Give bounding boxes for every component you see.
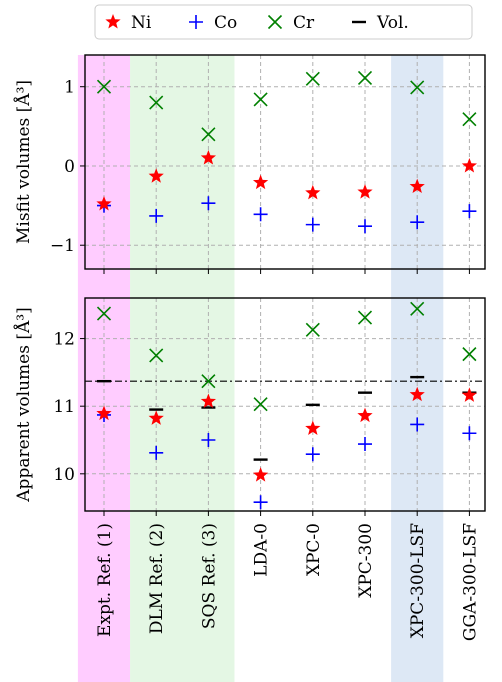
co-legend-marker bbox=[189, 15, 203, 29]
cr-point bbox=[149, 348, 164, 363]
ni-point bbox=[96, 196, 112, 211]
ni-point bbox=[252, 174, 269, 190]
cr-point bbox=[201, 127, 216, 142]
co-point bbox=[305, 447, 320, 462]
y-tick-label: 11 bbox=[53, 397, 75, 417]
x-tick-label: GGA-300-LSF bbox=[460, 523, 480, 641]
cr-point bbox=[305, 71, 320, 86]
co-point bbox=[305, 217, 320, 232]
y-tick-label: 1 bbox=[64, 78, 75, 98]
co-point bbox=[201, 433, 216, 447]
legend-label: Co bbox=[214, 13, 237, 33]
y-tick-label: 0 bbox=[64, 157, 75, 177]
legend-item-cr: Cr bbox=[267, 13, 315, 33]
ni-point bbox=[461, 157, 478, 173]
cr-point bbox=[410, 80, 425, 95]
ni-point bbox=[148, 410, 164, 425]
highlight-bands bbox=[77, 55, 444, 682]
y-axis-label: Misfit volumes [Å³] bbox=[13, 80, 34, 244]
ni-point bbox=[357, 407, 373, 423]
ni-point bbox=[96, 405, 112, 421]
axes: −1 0 1 Misfit volumes [Å³] 10 11 12 Apparent vo… bbox=[13, 54, 486, 641]
legend: Ni Co Cr Vol. bbox=[94, 4, 473, 40]
co-point bbox=[253, 495, 268, 510]
highlight-band bbox=[130, 55, 235, 682]
x-tick-label: SQS Ref. (3) bbox=[199, 523, 219, 629]
cr-point bbox=[253, 92, 268, 107]
legend-item-ni: Ni bbox=[105, 13, 152, 33]
ni-point bbox=[305, 184, 321, 200]
ni-point bbox=[409, 178, 425, 194]
ni-point bbox=[200, 393, 217, 408]
co-point bbox=[253, 207, 268, 222]
co-point bbox=[462, 426, 477, 441]
cr-point bbox=[410, 301, 425, 316]
x-tick-label: Expt. Ref. (1) bbox=[95, 523, 115, 637]
co-point bbox=[149, 445, 164, 460]
legend-label: Cr bbox=[293, 13, 315, 33]
ni-point bbox=[305, 420, 321, 435]
data-marks bbox=[96, 70, 478, 510]
cr-point bbox=[357, 70, 373, 86]
ni-point bbox=[357, 184, 373, 199]
co-point bbox=[410, 215, 425, 230]
ni-point bbox=[409, 386, 425, 402]
co-point bbox=[149, 208, 164, 223]
legend-label: Ni bbox=[131, 13, 152, 33]
cr-legend-marker bbox=[267, 14, 283, 30]
legend-item-vol: Vol. bbox=[352, 13, 409, 33]
cr-point bbox=[201, 374, 216, 389]
co-point bbox=[410, 417, 425, 432]
cr-point bbox=[149, 95, 164, 110]
ni-point bbox=[252, 467, 269, 482]
cr-point bbox=[96, 306, 112, 321]
ni-point bbox=[461, 387, 478, 402]
cr-point bbox=[462, 112, 477, 127]
y-tick-label: 10 bbox=[53, 465, 75, 485]
cr-point bbox=[96, 79, 112, 94]
axes-frame bbox=[84, 54, 486, 270]
y-tick-label: 12 bbox=[53, 330, 75, 350]
legend-item-co: Co bbox=[189, 13, 237, 33]
x-tick-label: DLM Ref. (2) bbox=[147, 523, 167, 634]
x-tick-label: XPC-300 bbox=[356, 523, 376, 598]
ni-point bbox=[200, 150, 217, 165]
cr-point bbox=[253, 397, 268, 412]
co-point bbox=[462, 204, 477, 219]
cr-point bbox=[462, 347, 477, 362]
cr-point bbox=[305, 322, 320, 337]
axes-frame bbox=[84, 297, 486, 512]
x-tick-label: XPC-300-LSF bbox=[408, 523, 428, 638]
x-tick-label: LDA-0 bbox=[252, 523, 272, 577]
ni-point bbox=[148, 168, 164, 183]
co-point bbox=[358, 219, 372, 234]
legend-box bbox=[94, 4, 473, 40]
y-tick-label: −1 bbox=[50, 236, 75, 256]
x-tick-label: XPC-0 bbox=[304, 523, 324, 576]
co-point bbox=[201, 196, 216, 211]
legend-label: Vol. bbox=[376, 13, 409, 33]
ni-legend-marker bbox=[105, 14, 121, 29]
y-axis-label: Apparent volumes [Å³] bbox=[13, 307, 34, 502]
co-point bbox=[358, 437, 372, 452]
cr-point bbox=[357, 310, 373, 325]
